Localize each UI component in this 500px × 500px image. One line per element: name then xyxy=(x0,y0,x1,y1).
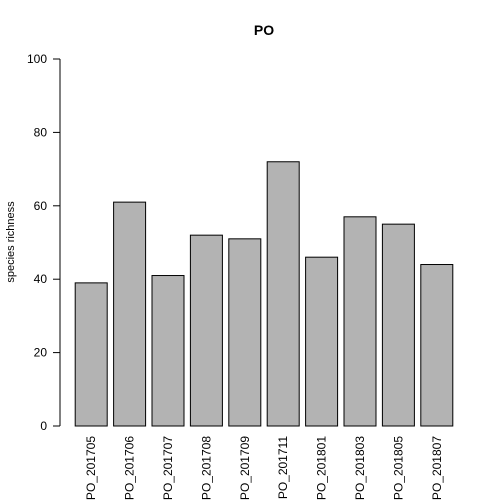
x-tick-label: PO_201711 xyxy=(276,436,290,499)
y-tick-label: 100 xyxy=(27,52,47,66)
x-tick-label: PO_201805 xyxy=(391,436,405,500)
y-tick-label: 60 xyxy=(34,199,48,213)
x-tick-label: PO_201706 xyxy=(123,436,137,500)
y-axis: 0 20 40 60 80 100 xyxy=(27,52,61,433)
x-tick-label: PO_201705 xyxy=(84,436,98,500)
bar-PO_201706 xyxy=(113,201,147,427)
bar-PO_201807 xyxy=(420,264,454,427)
x-tick-label: PO_201801 xyxy=(315,436,329,500)
y-tick-label: 40 xyxy=(34,272,48,286)
y-tick-label: 0 xyxy=(40,419,47,433)
bars-group xyxy=(74,161,454,427)
bar-PO_201801 xyxy=(305,256,339,427)
x-tick-label: PO_201803 xyxy=(353,436,367,500)
bar-PO_201708 xyxy=(189,234,223,427)
x-tick-label: PO_201807 xyxy=(430,436,444,500)
x-tick-label: PO_201707 xyxy=(161,436,175,500)
y-tick-label: 20 xyxy=(34,346,48,360)
x-tick-labels: PO_201705 PO_201706 PO_201707 PO_201708 PO_2… xyxy=(84,436,444,500)
y-tick-label: 80 xyxy=(34,125,48,139)
bar-PO_201705 xyxy=(74,282,108,427)
y-axis-label: species richness xyxy=(5,201,17,283)
bar-PO_201707 xyxy=(151,275,185,427)
x-tick-label: PO_201709 xyxy=(238,436,252,500)
bar-PO_201803 xyxy=(343,216,377,427)
x-tick-label: PO_201708 xyxy=(199,436,213,500)
chart-title: PO xyxy=(254,22,274,38)
bar-PO_201711 xyxy=(266,161,300,427)
bar-PO_201805 xyxy=(381,223,415,427)
bar-PO_201709 xyxy=(228,238,262,427)
